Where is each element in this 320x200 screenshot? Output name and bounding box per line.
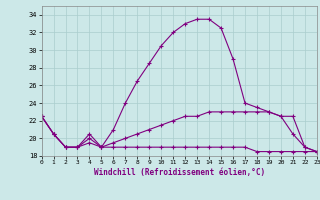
X-axis label: Windchill (Refroidissement éolien,°C): Windchill (Refroidissement éolien,°C) <box>94 168 265 177</box>
